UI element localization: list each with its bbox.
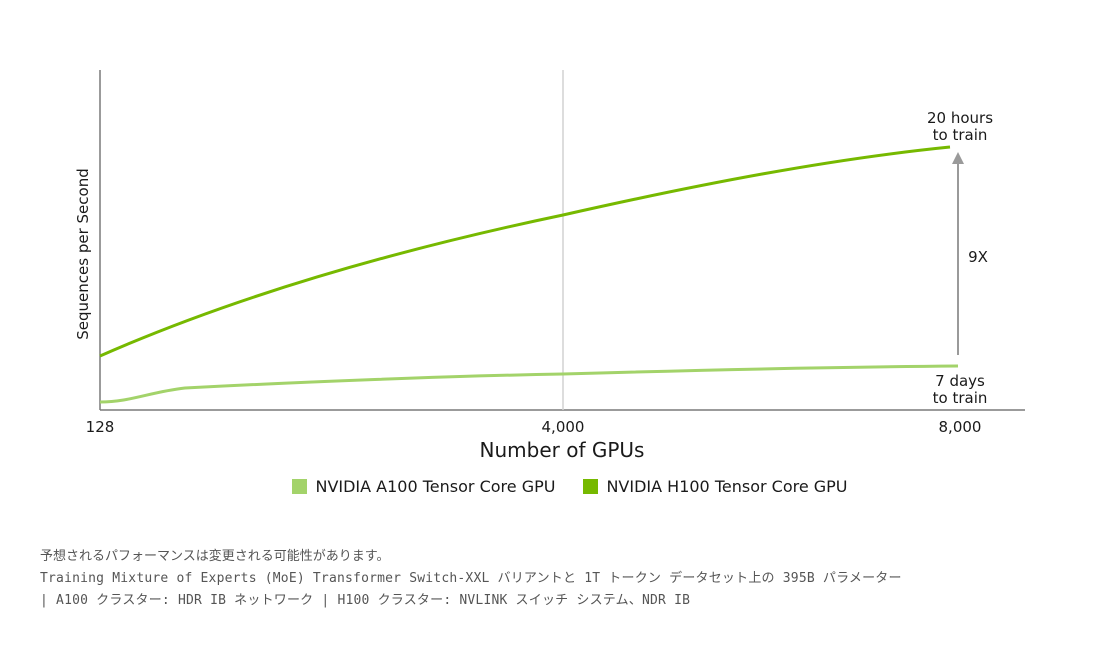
speedup-label: 9X [968,248,988,266]
a100-end-label-line2: to train [933,389,988,407]
series-line-a100 [99,364,959,404]
footnote-line-2: Training Mixture of Experts (MoE) Transf… [40,571,902,586]
a100-end-label-line1: 7 days [935,372,985,390]
legend-swatch-a100 [292,479,308,494]
footnote-line-3: | A100 クラスター: HDR IB ネットワーク | H100 クラスター… [40,593,691,608]
x-tick-label-8000: 8,000 [939,418,982,436]
footnote: 予想されるパフォーマンスは変更される可能性があります。 Training Mix… [40,546,1080,612]
x-axis-title: Number of GPUs [480,438,645,462]
legend-label-a100: NVIDIA A100 Tensor Core GPU [315,477,556,496]
legend-item-h100: NVIDIA H100 Tensor Core GPU [583,477,848,496]
legend-swatch-h100 [583,479,599,494]
x-tick-label-128: 128 [86,418,115,436]
y-axis-title: Sequences per Second [74,168,92,339]
legend-label-h100: NVIDIA H100 Tensor Core GPU [606,477,848,496]
legend: NVIDIA A100 Tensor Core GPU NVIDIA H100 … [0,477,1100,496]
legend-item-a100: NVIDIA A100 Tensor Core GPU [292,477,555,496]
h100-end-label-line2: to train [933,126,988,144]
speedup-arrow-head [952,152,964,164]
h100-end-label-line1: 20 hours [927,109,993,127]
chart-svg: 9X 20 hours to train 7 days to train 128… [74,70,1025,462]
series-line-h100 [99,145,951,358]
x-tick-label-4000: 4,000 [542,418,585,436]
footnote-line-1: 予想されるパフォーマンスは変更される可能性があります。 [40,549,390,564]
